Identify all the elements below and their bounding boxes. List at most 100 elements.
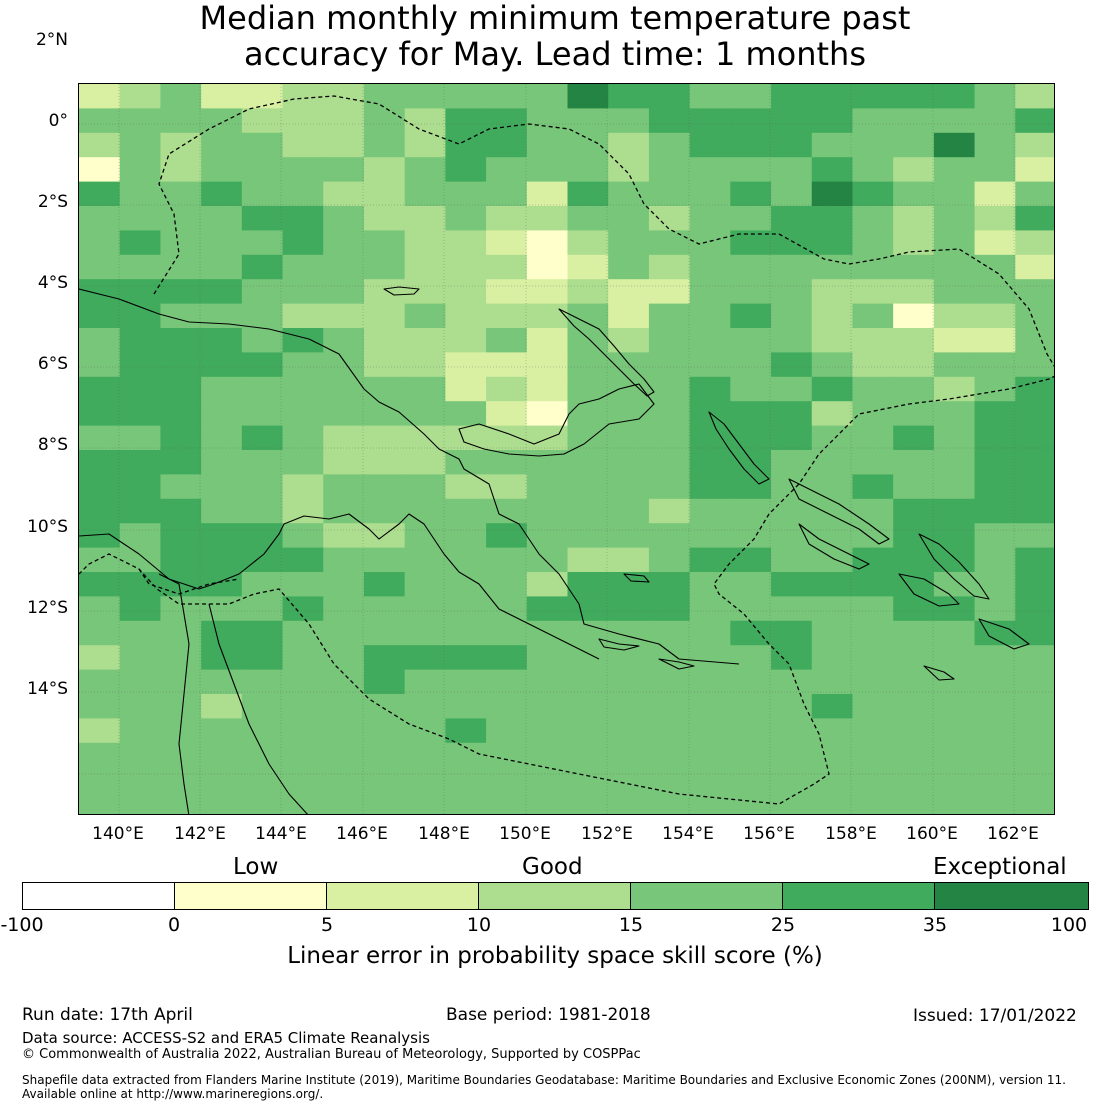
skill-cell — [893, 596, 935, 622]
colorbar-tick-5: 5 — [320, 914, 334, 936]
skill-cell — [1015, 181, 1054, 207]
skill-cell — [689, 352, 731, 378]
skill-cell — [119, 376, 162, 402]
skill-cell — [282, 669, 324, 695]
coast-new-guinea-north — [79, 288, 740, 665]
skill-cell — [567, 669, 609, 695]
skill-cell — [282, 84, 324, 109]
skill-cell — [119, 450, 162, 475]
skill-cell — [201, 181, 243, 207]
skill-cell — [282, 352, 324, 378]
skill-cell — [933, 498, 976, 524]
lon-label-150E: 150°E — [499, 824, 551, 844]
skill-cell — [852, 718, 894, 744]
skill-cell — [323, 791, 365, 814]
skill-cell — [79, 108, 121, 134]
skill-cell — [201, 767, 243, 793]
map-panel[interactable] — [78, 83, 1055, 815]
footer-shapefile-line-1: Shapefile data extracted from Flanders M… — [22, 1073, 1066, 1087]
eez-png — [79, 95, 1054, 805]
skill-cell — [323, 401, 365, 427]
skill-cell — [608, 254, 650, 280]
skill-cell — [241, 596, 284, 622]
skill-cell — [974, 206, 1016, 231]
skill-cell — [526, 572, 569, 597]
skill-cell — [201, 230, 243, 256]
skill-cell — [486, 376, 528, 402]
skill-cell — [486, 547, 528, 573]
skill-cell — [282, 694, 324, 719]
skill-cell — [486, 206, 528, 231]
skill-cell — [933, 742, 976, 768]
skill-cell — [486, 645, 528, 671]
skill-cell — [526, 254, 569, 280]
skill-cell — [771, 132, 813, 158]
skill-cell — [445, 547, 487, 573]
skill-cell — [119, 132, 162, 158]
skill-cell — [933, 523, 976, 549]
skill-cell — [241, 132, 284, 158]
skill-cell — [933, 694, 976, 719]
skill-cell — [79, 279, 121, 305]
skill-cell — [730, 328, 772, 353]
skill-cell — [689, 279, 731, 305]
skill-cell — [811, 669, 854, 695]
skill-cell — [79, 572, 121, 597]
skill-cell — [608, 547, 650, 573]
skill-cell — [363, 181, 406, 207]
skill-cell — [608, 767, 650, 793]
skill-cell — [404, 547, 446, 573]
skill-cell — [241, 694, 284, 719]
skill-cell — [119, 572, 162, 597]
skill-cell — [852, 425, 894, 451]
skill-cell — [486, 572, 528, 597]
skill-cell — [323, 718, 365, 744]
skill-cell — [160, 84, 202, 109]
lon-label-160E: 160°E — [906, 824, 958, 844]
colorbar-tick-15: 15 — [618, 914, 644, 936]
skill-cell — [404, 523, 446, 549]
skill-cell — [608, 474, 650, 500]
skill-cell — [404, 498, 446, 524]
skill-cell — [160, 669, 202, 695]
skill-cell — [404, 620, 446, 646]
skill-cell — [404, 645, 446, 671]
skill-cell — [689, 181, 731, 207]
skill-cell — [404, 718, 446, 744]
skill-cell — [567, 767, 609, 793]
skill-cell — [119, 498, 162, 524]
skill-cell — [241, 254, 284, 280]
skill-cell — [526, 547, 569, 573]
coast-louisiades — [598, 638, 695, 670]
skill-cell — [933, 303, 976, 329]
coast-new-guinea-south — [79, 513, 600, 660]
skill-cell — [893, 279, 935, 305]
skill-cell — [730, 474, 772, 500]
skill-cell — [1015, 157, 1054, 183]
skill-cell — [811, 254, 854, 280]
skill-cell — [811, 376, 854, 402]
skill-cell — [933, 230, 976, 256]
skill-cell — [933, 547, 976, 573]
skill-cell — [811, 791, 854, 814]
skill-cell — [160, 352, 202, 378]
skill-cell — [79, 376, 121, 402]
skill-cell — [79, 157, 121, 183]
skill-cell — [404, 401, 446, 427]
skill-cell — [486, 498, 528, 524]
skill-cell — [201, 694, 243, 719]
skill-cell — [689, 474, 731, 500]
skill-cell — [445, 303, 487, 329]
skill-cell — [79, 254, 121, 280]
skill-cell — [974, 547, 1016, 573]
skill-cell — [811, 523, 854, 549]
coast-rennell — [923, 665, 955, 681]
footer-run-date: Run date: 17th April — [22, 1005, 193, 1025]
skill-cell — [852, 279, 894, 305]
skill-cell — [648, 230, 691, 256]
skill-cell — [160, 645, 202, 671]
skill-cell — [363, 230, 406, 256]
skill-cell — [648, 157, 691, 183]
skill-cell — [771, 230, 813, 256]
skill-cell — [526, 474, 569, 500]
